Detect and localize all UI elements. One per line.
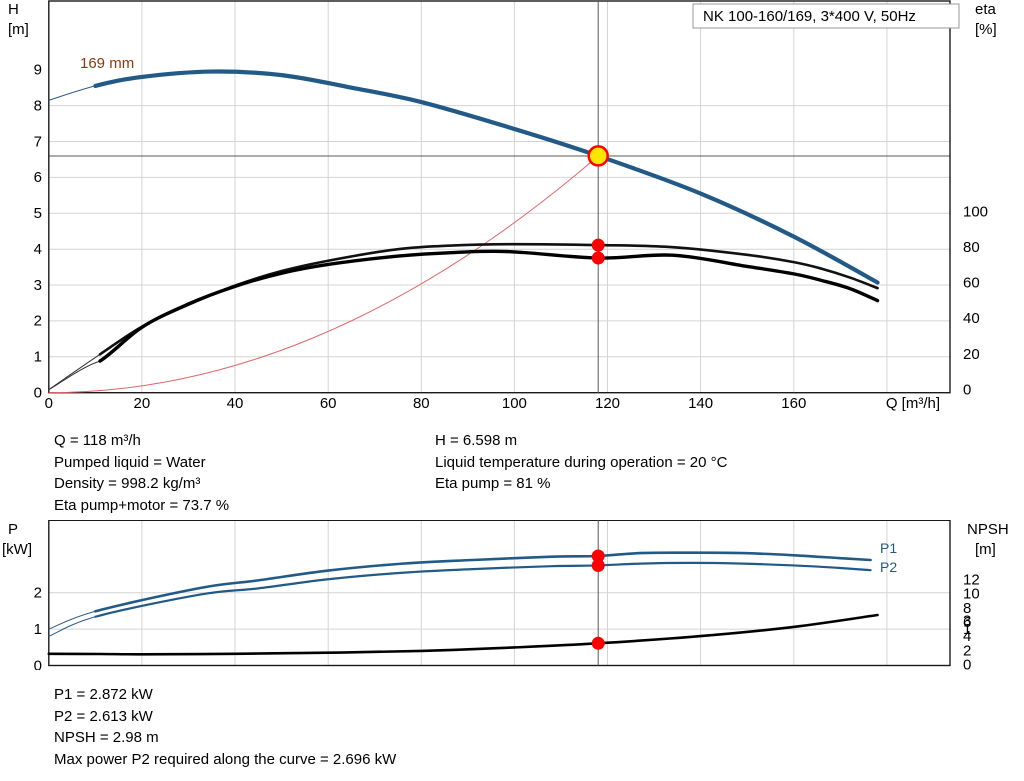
- svg-text:160: 160: [781, 395, 806, 412]
- svg-text:4: 4: [34, 241, 42, 258]
- svg-text:NPSH: NPSH: [967, 521, 1009, 538]
- svg-text:Q [m³/h]: Q [m³/h]: [886, 395, 940, 412]
- svg-text:1: 1: [34, 349, 42, 366]
- svg-text:140: 140: [688, 395, 713, 412]
- svg-text:12: 12: [963, 571, 980, 588]
- svg-text:P: P: [8, 521, 18, 538]
- svg-text:eta: eta: [975, 1, 997, 18]
- svg-text:[%]: [%]: [975, 21, 997, 38]
- svg-text:0: 0: [34, 658, 42, 671]
- svg-text:3: 3: [34, 277, 42, 294]
- svg-text:60: 60: [320, 395, 337, 412]
- svg-text:40: 40: [227, 395, 244, 412]
- svg-text:80: 80: [413, 395, 430, 412]
- svg-text:NK 100-160/169, 3*400 V, 50Hz: NK 100-160/169, 3*400 V, 50Hz: [703, 8, 916, 25]
- svg-text:6: 6: [34, 169, 42, 186]
- svg-text:20: 20: [963, 346, 980, 363]
- svg-text:20: 20: [134, 395, 151, 412]
- svg-text:1: 1: [34, 621, 42, 638]
- svg-text:2: 2: [34, 313, 42, 330]
- svg-text:0: 0: [34, 385, 42, 402]
- svg-text:40: 40: [963, 310, 980, 327]
- svg-text:8: 8: [34, 97, 42, 114]
- svg-text:7: 7: [34, 133, 42, 150]
- svg-text:0: 0: [963, 381, 971, 398]
- svg-text:169 mm: 169 mm: [80, 55, 134, 72]
- svg-text:P2: P2: [880, 559, 897, 575]
- svg-text:100: 100: [963, 203, 988, 220]
- svg-text:[m]: [m]: [8, 21, 29, 38]
- svg-text:120: 120: [595, 395, 620, 412]
- svg-text:9: 9: [34, 62, 42, 79]
- svg-text:H: H: [8, 1, 19, 18]
- svg-text:P1: P1: [880, 540, 897, 556]
- svg-text:1: 1: [963, 621, 971, 638]
- svg-text:[kW]: [kW]: [2, 541, 32, 558]
- svg-text:100: 100: [502, 395, 527, 412]
- svg-text:80: 80: [963, 239, 980, 256]
- svg-text:60: 60: [963, 275, 980, 292]
- svg-text:5: 5: [34, 205, 42, 222]
- svg-text:2: 2: [34, 585, 42, 602]
- svg-text:0: 0: [45, 395, 53, 412]
- svg-text:[m]: [m]: [975, 541, 996, 558]
